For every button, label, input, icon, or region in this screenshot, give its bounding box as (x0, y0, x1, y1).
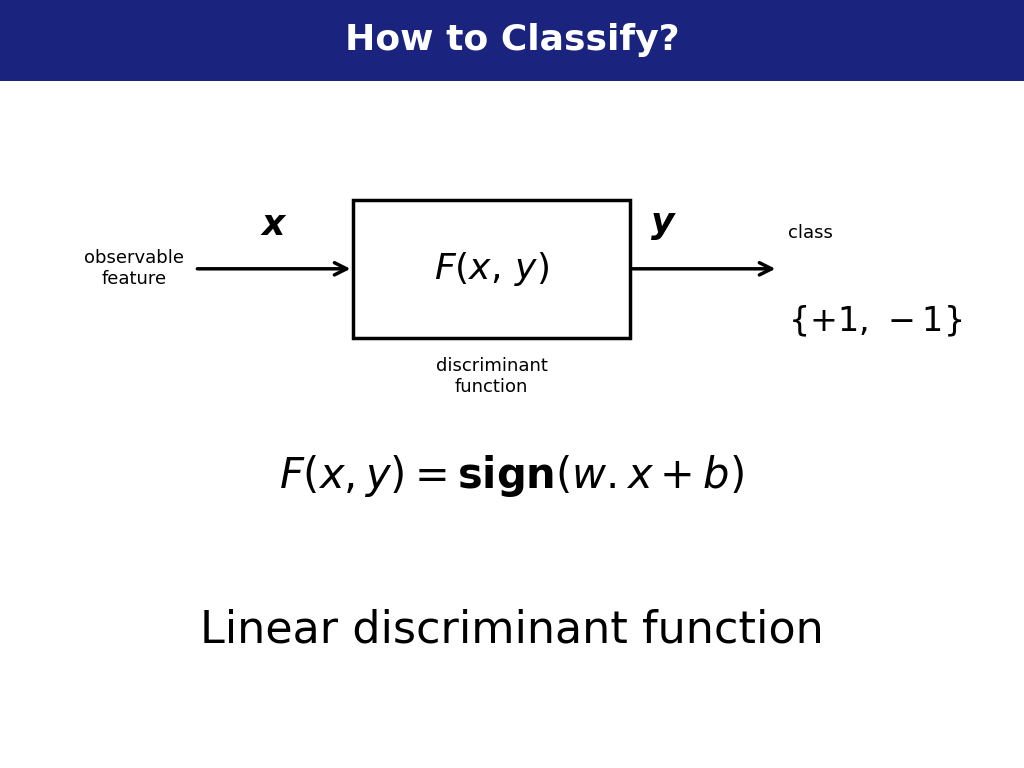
Text: class: class (788, 224, 834, 242)
Bar (0, 0, 1024, 81)
Text: $\boldsymbol{y}$: $\boldsymbol{y}$ (649, 208, 677, 242)
Text: $\mathit{F}(\mathit{x},\,\mathit{y})$: $\mathit{F}(\mathit{x},\,\mathit{y})$ (434, 250, 549, 288)
Text: $\{+1,\,-1\}$: $\{+1,\,-1\}$ (788, 303, 963, 339)
Text: $\boldsymbol{x}$: $\boldsymbol{x}$ (260, 208, 288, 242)
Text: How to Classify?: How to Classify? (345, 23, 679, 57)
Bar (353, 200, 630, 338)
Text: discriminant
function: discriminant function (435, 357, 548, 396)
Text: Linear discriminant function: Linear discriminant function (200, 608, 824, 651)
Text: $\mathit{F}(\mathit{x},\mathit{y}) = \mathbf{sign}(\mathit{w}.\mathit{x}+\mathit: $\mathit{F}(\mathit{x},\mathit{y}) = \ma… (280, 453, 744, 499)
Text: observable
feature: observable feature (84, 250, 184, 288)
